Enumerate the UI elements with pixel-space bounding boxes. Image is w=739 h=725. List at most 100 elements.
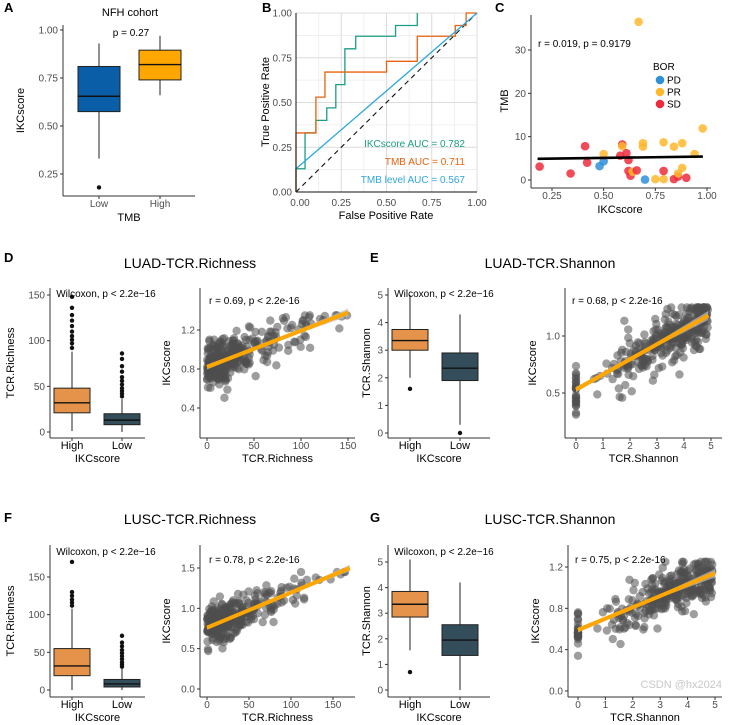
y-tick-label: 0.00 <box>273 188 293 199</box>
scatter-point <box>593 624 602 633</box>
scatter-point-sd <box>582 158 592 167</box>
outlier-point <box>69 323 75 329</box>
scatter-point-pr <box>677 163 687 173</box>
y-tick-label: 10 <box>515 132 527 143</box>
regression-line <box>206 310 349 369</box>
x-tick-label: 1.00 <box>697 191 717 202</box>
scatter-point-sd <box>659 166 668 176</box>
scatter-point <box>234 599 244 609</box>
box-low <box>77 65 121 113</box>
scatter-point-sd <box>632 166 642 175</box>
x-tick-label: 5 <box>708 441 714 452</box>
y-axis-title: TCR.Shannon <box>361 586 373 656</box>
x-tick-label: 4 <box>681 441 687 452</box>
scatter-point <box>658 563 667 572</box>
scatter-point-pr <box>677 138 687 148</box>
y-axis-title: TCR.Richness <box>5 585 17 656</box>
scatter-point <box>648 574 657 583</box>
scatter-point <box>628 596 637 605</box>
outlier-point <box>69 603 75 608</box>
scatter-point <box>302 575 312 585</box>
y-tick-label: 3 <box>377 346 383 357</box>
scatter-point <box>215 352 224 361</box>
scatter-point <box>245 335 254 345</box>
scatter-point <box>220 623 229 632</box>
x-category-label: High <box>399 699 422 711</box>
x-category-label: High <box>61 440 84 452</box>
scatter-point <box>299 593 309 602</box>
outlier-point <box>119 364 125 369</box>
scatter-point <box>216 633 225 642</box>
outlier-point <box>96 185 102 190</box>
scatter-point <box>640 330 649 339</box>
scatter-point <box>273 599 282 608</box>
y-axis-title: TMB <box>499 89 511 112</box>
scatter-point <box>706 557 716 567</box>
x-axis-title: IKCscore <box>416 712 461 724</box>
legend-label: PD <box>667 76 681 87</box>
scatter-point <box>571 399 581 408</box>
y-tick-label: 0.4 <box>181 404 195 415</box>
x-tick-label: 0 <box>575 700 581 711</box>
scatter-point <box>657 331 667 340</box>
correlation-annotation: r = 0.75, p < 2.2e-16 <box>575 555 666 566</box>
scatter-point <box>602 626 612 635</box>
scatter-point <box>593 390 602 399</box>
scatter-point <box>663 304 672 314</box>
panel-label-d: D <box>4 250 13 265</box>
scatter-point <box>227 619 237 629</box>
scatter-point <box>624 325 633 334</box>
scatter-point <box>573 651 583 660</box>
scatter-point <box>215 592 225 601</box>
scatter-point <box>266 316 275 325</box>
scatter-point-sd <box>566 169 575 178</box>
scatter-point <box>245 323 255 332</box>
roc-curve-0 <box>295 13 418 192</box>
scatter-point <box>571 410 581 419</box>
scatter-point <box>640 338 649 347</box>
outlier-point <box>69 318 75 323</box>
legend-label: PR <box>667 88 681 99</box>
panel-title: LUSC-TCR.Shannon <box>485 511 616 527</box>
scatter-point <box>203 383 213 392</box>
x-tick-label: 0 <box>204 700 210 711</box>
outlier-point <box>69 593 75 599</box>
legend-label: SD <box>667 100 681 111</box>
outlier-point <box>119 378 125 384</box>
outlier-point <box>69 589 75 595</box>
roc-legend-label: TMB level AUC = 0.567 <box>361 175 466 186</box>
scatter-point <box>611 594 620 604</box>
x-axis-title: TCR.Richness <box>242 712 313 724</box>
y-tick-label: 0.5 <box>181 644 195 655</box>
y-tick-label: 2 <box>377 634 383 645</box>
scatter-point <box>691 565 701 574</box>
y-tick-label: 0.50 <box>273 98 293 109</box>
scatter-point <box>290 574 299 583</box>
outlier-point <box>119 633 125 638</box>
box-low <box>103 678 141 688</box>
scatter-point <box>281 313 291 322</box>
regression-line <box>577 571 716 632</box>
outlier-point <box>119 656 125 662</box>
y-tick-label: 0 <box>377 429 383 440</box>
x-axis-title: TMB <box>117 212 140 224</box>
outlier-point <box>69 559 75 565</box>
panel-a-title: NFH cohort <box>102 7 158 19</box>
scatter-point <box>628 372 638 381</box>
box-low <box>103 413 141 426</box>
scatter-points <box>573 557 717 660</box>
box-high <box>53 648 91 677</box>
outlier-point <box>119 351 125 356</box>
scatter-point <box>651 314 660 324</box>
x-tick-label: 2 <box>630 700 636 711</box>
x-tick-label: 150 <box>325 700 342 711</box>
x-tick-label: 0.25 <box>542 191 562 202</box>
scatter-point <box>621 347 631 357</box>
scatter-point <box>269 617 278 627</box>
scatter-point-sd <box>622 148 631 158</box>
legend-swatch-pr <box>655 87 665 97</box>
scatter-point <box>682 598 691 608</box>
scatter-point <box>283 324 292 333</box>
